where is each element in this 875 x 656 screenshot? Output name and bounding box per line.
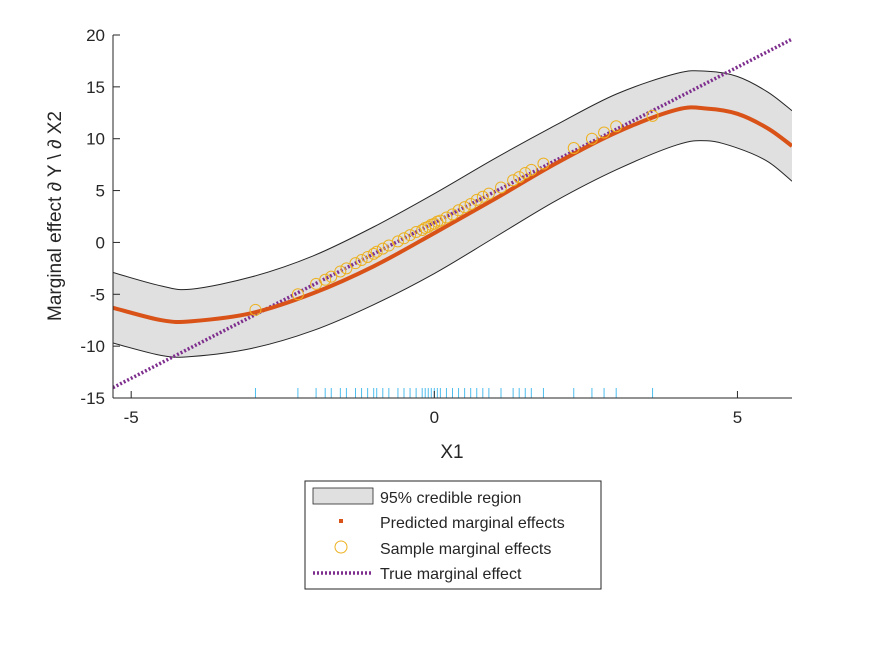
sample-point xyxy=(325,270,338,283)
legend-label-band: 95% credible region xyxy=(380,490,521,507)
sample-point xyxy=(319,273,332,286)
predicted-effect-line xyxy=(113,105,792,325)
y-axis-label: Marginal effect ∂ Y \ ∂ X2 xyxy=(45,111,66,321)
sample-point xyxy=(249,303,262,316)
sample-point xyxy=(428,217,441,230)
sample-point xyxy=(446,208,459,221)
axes: -15 -10 -5 0 5 10 15 20 -5 0 5 xyxy=(80,26,792,427)
x-tick-label: 0 xyxy=(430,408,439,427)
legend-swatch-sample xyxy=(334,540,348,554)
y-tick-label: 15 xyxy=(86,78,105,97)
sample-point xyxy=(464,198,477,211)
sample-point xyxy=(452,204,465,217)
sample-point xyxy=(349,257,362,270)
sample-point xyxy=(340,262,353,275)
credible-region-lower-edge xyxy=(113,140,792,358)
sample-point xyxy=(291,288,304,301)
sample-point xyxy=(598,126,611,139)
legend-swatch-band xyxy=(312,487,374,505)
sample-point xyxy=(495,181,507,194)
y-tick-label: 0 xyxy=(96,233,105,252)
sample-point xyxy=(376,242,389,255)
sample-point xyxy=(440,211,453,224)
sample-point xyxy=(646,109,659,122)
sample-point xyxy=(367,247,380,260)
sample-point xyxy=(361,250,374,263)
sample-point xyxy=(370,245,383,258)
sample-point xyxy=(434,214,447,227)
sample-point xyxy=(525,163,538,176)
y-tick-label: -15 xyxy=(80,389,105,408)
legend-label-predicted: Predicted marginal effects xyxy=(380,515,565,532)
true-effect-layer xyxy=(113,37,792,390)
y-tick-label: 20 xyxy=(86,26,105,45)
rug-layer xyxy=(254,388,654,398)
x-tick-label: 5 xyxy=(733,408,742,427)
sample-point xyxy=(404,229,417,242)
sample-point xyxy=(334,265,347,278)
sample-point xyxy=(476,190,489,203)
sample-point xyxy=(470,193,483,206)
y-tick-label: -10 xyxy=(80,337,105,356)
sample-point xyxy=(537,157,550,170)
sample-point xyxy=(610,120,623,133)
legend: 95% credible region Predicted marginal e… xyxy=(304,480,602,590)
sample-point xyxy=(398,232,410,245)
x-tick-label: -5 xyxy=(124,408,139,427)
x-axis-label: X1 xyxy=(440,442,463,463)
y-tick-label: 10 xyxy=(86,130,105,149)
sample-point xyxy=(355,254,368,267)
sample-point xyxy=(416,223,429,236)
y-tick-label: 5 xyxy=(96,182,105,201)
sample-points-layer xyxy=(249,109,659,316)
legend-label-sample: Sample marginal effects xyxy=(380,541,551,558)
sample-point xyxy=(507,174,520,187)
predicted-effect-layer xyxy=(113,105,792,325)
sample-point xyxy=(519,166,532,179)
sample-point xyxy=(567,142,580,155)
credible-region-upper-edge xyxy=(113,70,792,291)
sample-point xyxy=(482,187,495,200)
sample-point xyxy=(422,220,435,233)
sample-point xyxy=(391,235,404,248)
sample-point xyxy=(585,132,598,145)
sample-point xyxy=(513,171,526,184)
legend-swatch-predicted xyxy=(339,519,343,523)
y-tick-label: -5 xyxy=(90,285,105,304)
sample-point xyxy=(458,201,471,214)
legend-label-true: True marginal effect xyxy=(380,566,522,583)
true-effect-line xyxy=(113,37,792,390)
